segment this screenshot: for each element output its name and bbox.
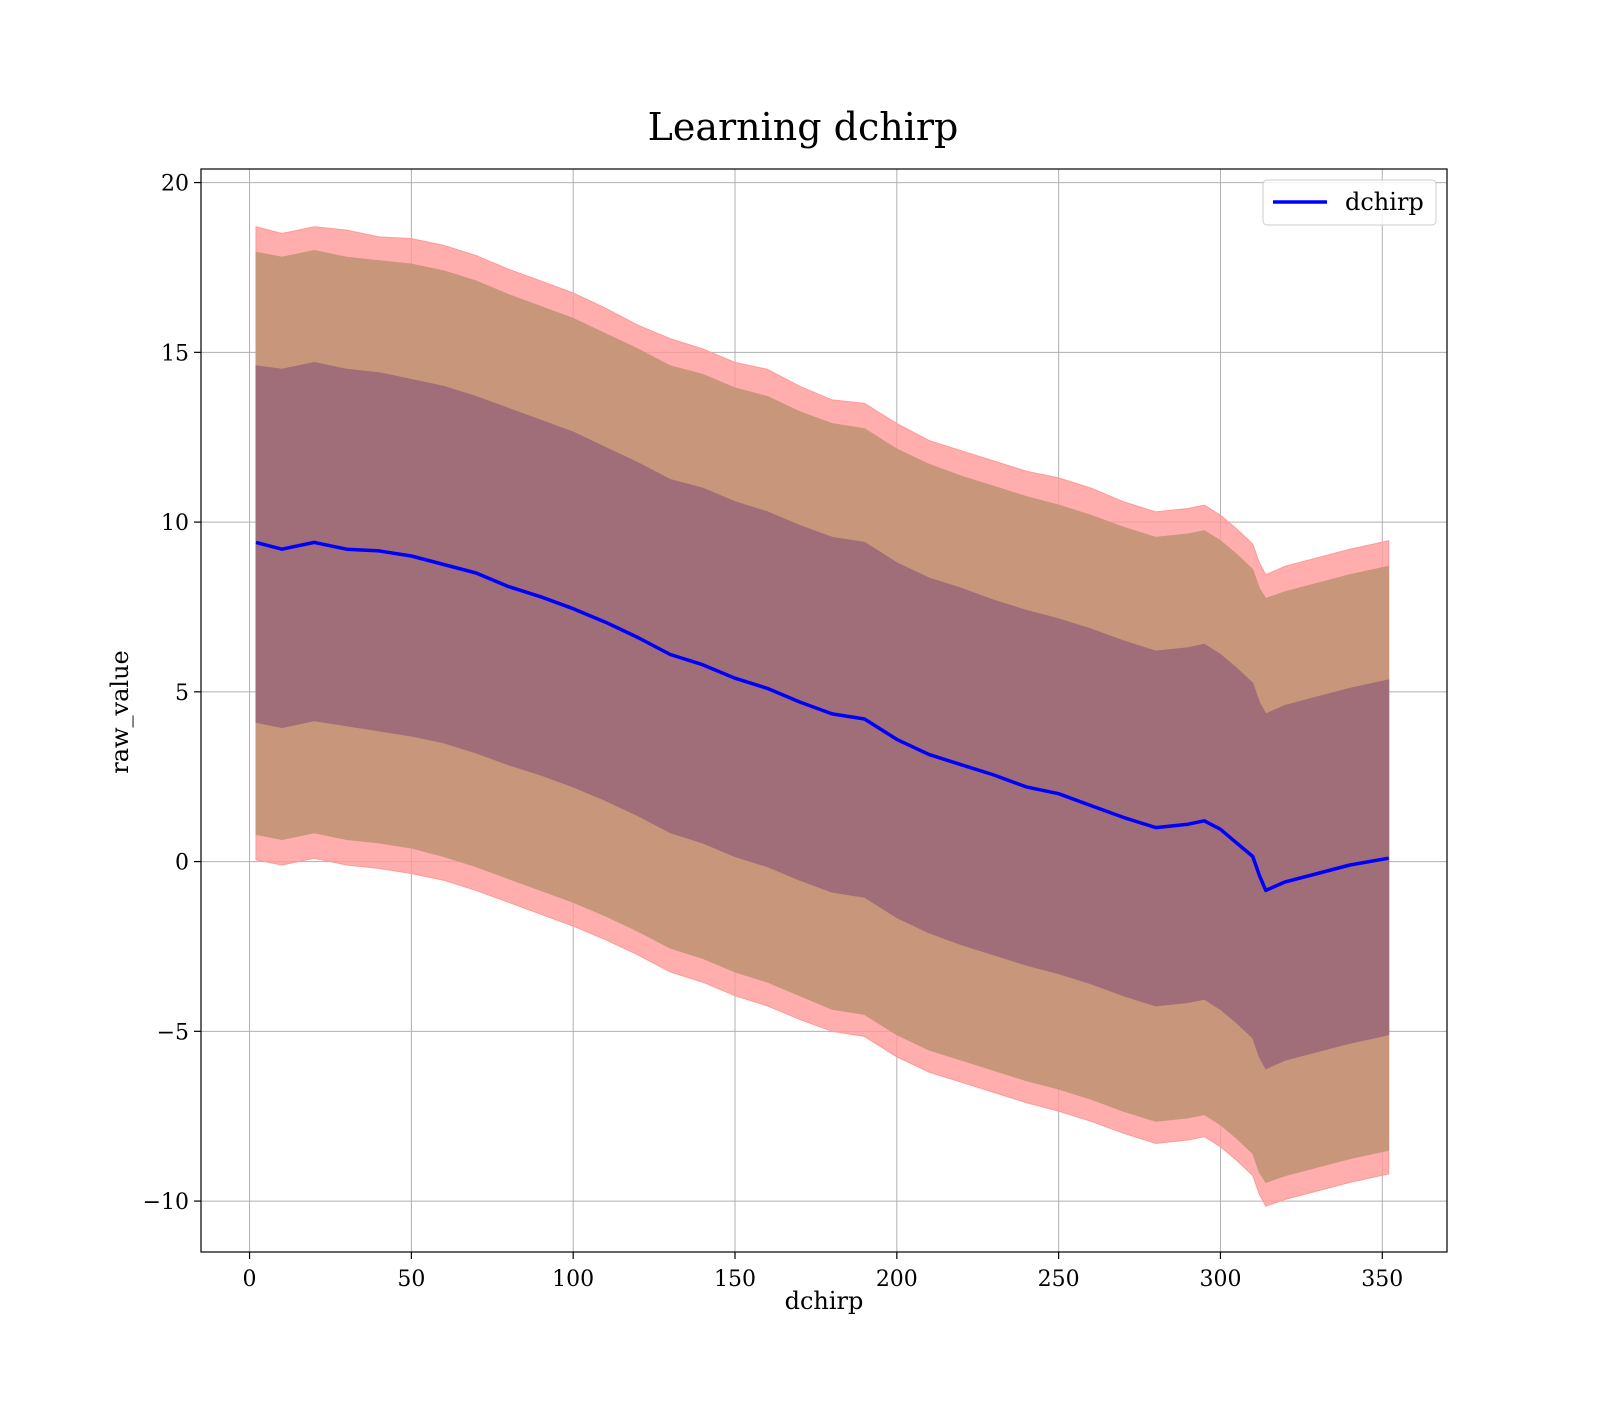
x-tick-label: 200: [876, 1267, 918, 1292]
x-tick-label: 250: [1038, 1267, 1080, 1292]
bands: [255, 226, 1390, 1207]
y-tick-label: −5: [157, 1020, 189, 1045]
band-inner: [255, 361, 1390, 1070]
y-tick-label: 20: [161, 172, 189, 197]
x-axis: 0 50 100 150 200 250 300 350: [243, 1252, 1403, 1292]
y-tick-label: 0: [175, 851, 189, 876]
plot-frame: [200, 168, 1448, 1253]
series-lines: [255, 540, 1390, 893]
y-axis: −10 −5 0 5 10 15 20: [143, 172, 201, 1215]
x-tick-label: 350: [1361, 1267, 1403, 1292]
legend: dchirp: [1262, 179, 1437, 226]
series-line-dchirp: [255, 540, 1390, 893]
y-tick-label: 5: [175, 681, 189, 706]
legend-box: [1262, 179, 1437, 226]
x-tick-label: 0: [243, 1267, 257, 1292]
x-tick-label: 100: [552, 1267, 594, 1292]
y-tick-label: 10: [161, 511, 189, 536]
x-tick-label: 150: [714, 1267, 756, 1292]
y-axis-label: raw_value: [106, 650, 134, 774]
x-axis-label: dchirp: [785, 1287, 864, 1315]
x-tick-label: 50: [397, 1267, 425, 1292]
chart-title: Learning dchirp: [648, 105, 959, 149]
y-tick-label: 15: [161, 341, 189, 366]
y-tick-label: −10: [143, 1190, 189, 1215]
x-tick-label: 300: [1199, 1267, 1241, 1292]
legend-label-dchirp: dchirp: [1345, 188, 1424, 216]
